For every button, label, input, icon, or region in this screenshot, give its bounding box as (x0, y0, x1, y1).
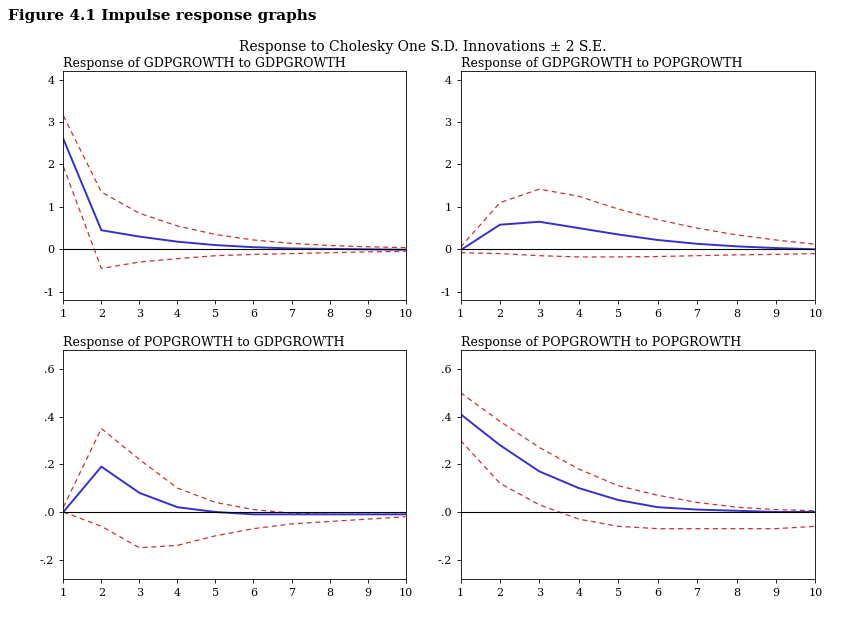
Text: Response of GDPGROWTH to GDPGROWTH: Response of GDPGROWTH to GDPGROWTH (63, 57, 346, 70)
Text: Response of POPGROWTH to GDPGROWTH: Response of POPGROWTH to GDPGROWTH (63, 335, 344, 348)
Text: Response of GDPGROWTH to POPGROWTH: Response of GDPGROWTH to POPGROWTH (460, 57, 741, 70)
Text: Response to Cholesky One S.D. Innovations ± 2 S.E.: Response to Cholesky One S.D. Innovation… (239, 40, 605, 54)
Text: Response of POPGROWTH to POPGROWTH: Response of POPGROWTH to POPGROWTH (460, 335, 740, 348)
Text: Figure 4.1 Impulse response graphs: Figure 4.1 Impulse response graphs (8, 9, 316, 24)
